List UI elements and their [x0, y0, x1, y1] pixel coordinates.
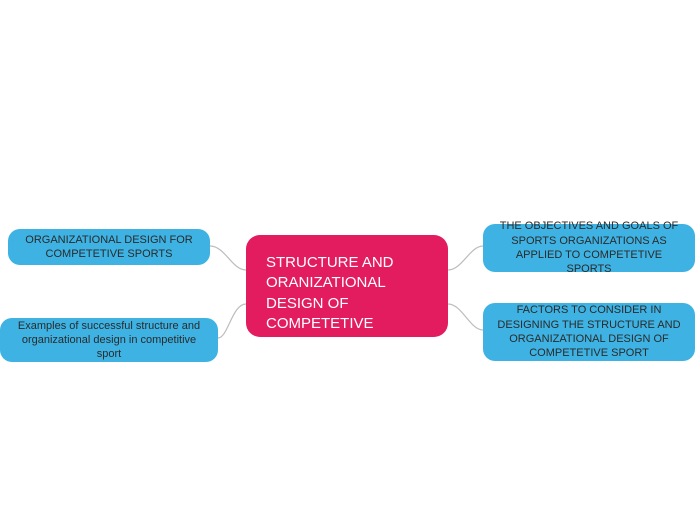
connector-bottom-left [218, 304, 246, 338]
connector-top-left [210, 246, 246, 270]
child-node-top-right: THE OBJECTIVES AND GOALS OF SPORTS ORGAN… [483, 224, 695, 272]
center-node: STRUCTURE AND ORANIZATIONAL DESIGN OF CO… [246, 235, 448, 337]
connector-bottom-right [448, 304, 483, 330]
child-node-bottom-right: FACTORS TO CONSIDER IN DESIGNING THE STR… [483, 303, 695, 361]
child-node-top-left: ORGANIZATIONAL DESIGN FOR COMPETETIVE SP… [8, 229, 210, 265]
child-node-bottom-left: Examples of successful structure and org… [0, 318, 218, 362]
connector-top-right [448, 246, 483, 270]
